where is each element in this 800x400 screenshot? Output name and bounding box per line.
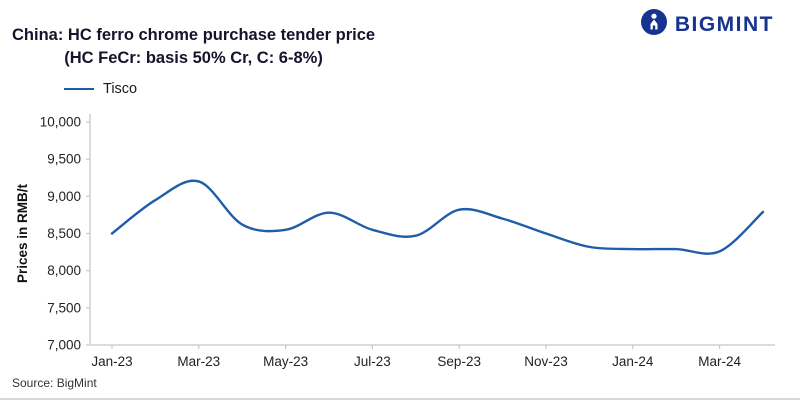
- legend-line-swatch: [64, 88, 94, 90]
- x-tick-label: Nov-23: [524, 354, 568, 369]
- y-tick-label: 9,000: [47, 189, 81, 204]
- y-tick-label: 10,000: [40, 115, 81, 130]
- legend: Tisco: [64, 81, 137, 97]
- y-tick-label: 7,000: [47, 338, 81, 353]
- bigmint-logo-text: BIGMINT: [674, 12, 774, 36]
- tisco-series-line: [110, 179, 765, 255]
- x-tick-label: Jul-23: [354, 354, 391, 369]
- chart-title-line2: (HC FeCr: basis 50% Cr, C: 6-8%): [64, 49, 323, 67]
- y-tick-label: 7,500: [47, 300, 81, 315]
- x-tick-label: Sep-23: [437, 354, 481, 369]
- x-tick-label: Mar-24: [698, 354, 741, 369]
- chart-title-line1: China: HC ferro chrome purchase tender p…: [12, 26, 376, 44]
- x-tick-label: Jan-24: [612, 354, 654, 369]
- y-tick-label: 8,500: [47, 226, 81, 241]
- source-note: Source: BigMint: [12, 376, 97, 390]
- y-axis-title: Prices in RMB/t: [15, 183, 30, 283]
- x-tick-label: May-23: [263, 354, 308, 369]
- chart-title: China: HC ferro chrome purchase tender p…: [12, 24, 375, 70]
- bigmint-logo: BIGMINT: [640, 8, 774, 41]
- legend-series-label: Tisco: [103, 81, 138, 97]
- bigmint-logo-icon: [640, 8, 668, 41]
- y-tick-label: 8,000: [47, 263, 81, 278]
- y-tick-label: 9,500: [47, 152, 81, 167]
- x-tick-label: Mar-23: [177, 354, 220, 369]
- x-tick-label: Jan-23: [91, 354, 132, 369]
